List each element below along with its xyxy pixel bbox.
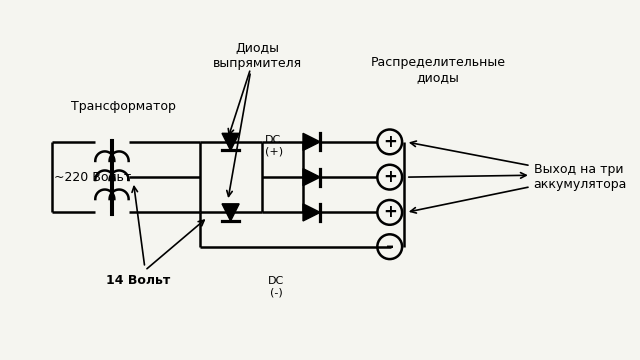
Text: -: - bbox=[386, 237, 394, 256]
Polygon shape bbox=[222, 204, 239, 221]
Text: +: + bbox=[383, 203, 397, 221]
Text: +: + bbox=[383, 133, 397, 151]
Text: 14 Вольт: 14 Вольт bbox=[106, 274, 170, 287]
Polygon shape bbox=[303, 204, 320, 221]
Text: Выход на три
аккумулятора: Выход на три аккумулятора bbox=[534, 163, 627, 191]
Text: +: + bbox=[383, 168, 397, 186]
Text: Диоды
выпрямителя: Диоды выпрямителя bbox=[212, 42, 302, 70]
Polygon shape bbox=[222, 133, 239, 150]
Text: Трансформатор: Трансформатор bbox=[72, 100, 176, 113]
Polygon shape bbox=[303, 133, 320, 150]
Text: ~220 Вольт: ~220 Вольт bbox=[54, 171, 132, 184]
Text: Распределительные
диоды: Распределительные диоды bbox=[371, 57, 506, 85]
Text: DC
(-): DC (-) bbox=[268, 276, 284, 297]
Text: DC
(+): DC (+) bbox=[265, 135, 283, 157]
Polygon shape bbox=[303, 168, 320, 186]
